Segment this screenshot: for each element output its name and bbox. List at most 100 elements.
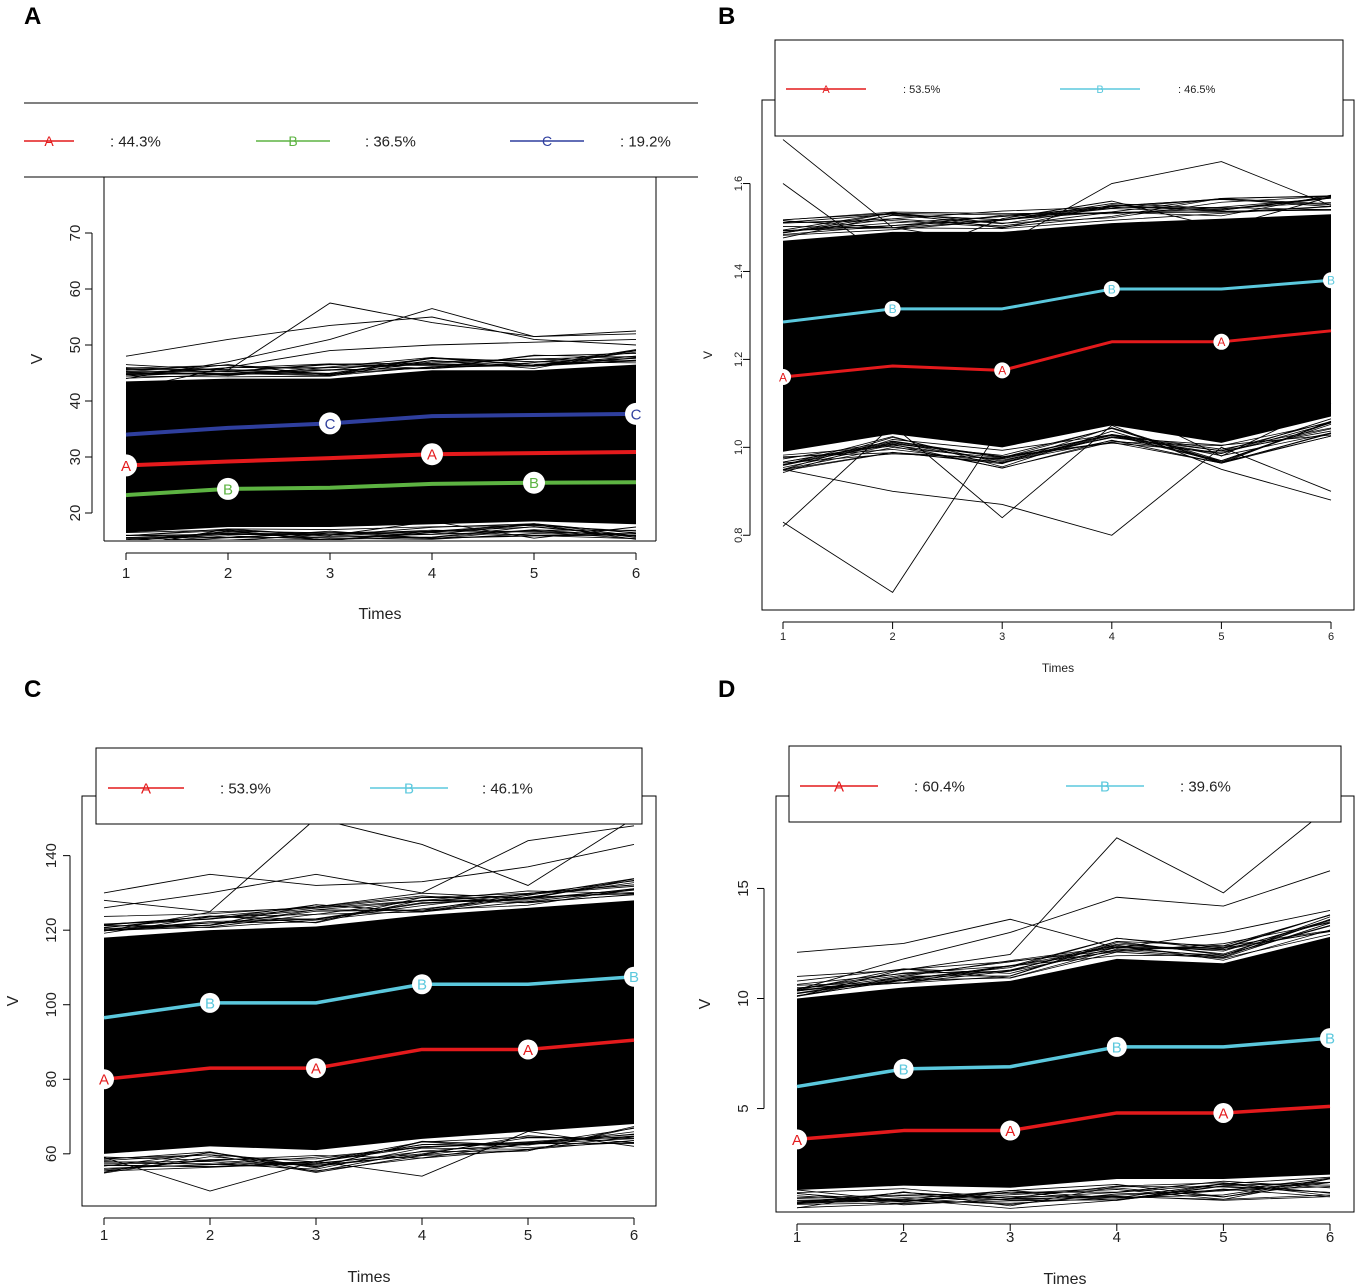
trajectory-band <box>783 214 1331 452</box>
legend-box <box>774 39 1344 137</box>
series-marker <box>1323 272 1339 289</box>
series-marker <box>994 362 1011 379</box>
legend-marker-label: A <box>834 778 844 795</box>
legend-marker-label: A <box>822 84 830 96</box>
trajectory-line <box>103 879 635 932</box>
trajectory-band <box>797 936 1330 1190</box>
series-line-a <box>125 449 637 468</box>
outlier-trajectory <box>782 446 1332 536</box>
outlier-trajectory <box>103 825 635 909</box>
x-tick-label: 4 <box>418 1227 426 1244</box>
legend-share-label: : 44.3% <box>110 133 161 150</box>
trajectory-line <box>782 202 1332 236</box>
trajectory-line <box>796 920 1331 989</box>
series-marker-label: A <box>1217 335 1225 349</box>
trajectory-line <box>796 922 1331 997</box>
trajectory-line <box>796 1178 1331 1204</box>
trajectory-line <box>125 356 637 377</box>
trajectory-band <box>104 900 634 1154</box>
outlier-trajectory <box>125 308 637 380</box>
series-line-b <box>103 975 635 1020</box>
trajectory-line <box>103 1136 635 1170</box>
trajectory-line <box>138 529 637 540</box>
series-marker-label: B <box>629 969 639 986</box>
plot-area <box>103 817 635 1192</box>
y-axis-title: V <box>5 995 22 1006</box>
legend-share-label: : 46.1% <box>482 780 533 797</box>
series-line-b <box>782 278 1332 324</box>
x-tick-label: 5 <box>1219 1229 1227 1246</box>
series-marker <box>217 477 239 500</box>
series-marker <box>625 402 647 425</box>
trajectory-line <box>103 1135 635 1174</box>
trajectory-line <box>103 1142 635 1172</box>
x-tick-label: 1 <box>780 631 786 643</box>
legend-marker-label: B <box>288 133 297 149</box>
series-line-a <box>796 1104 1331 1142</box>
y-tick-label: 1.6 <box>733 176 745 191</box>
y-tick-label: 120 <box>43 918 60 943</box>
legend-share-label: : 36.5% <box>365 133 416 150</box>
trajectory-line <box>782 432 1332 466</box>
trajectory-line <box>796 925 1331 990</box>
trajectory-line <box>782 422 1332 469</box>
series-marker <box>1213 1102 1234 1123</box>
y-tick-label: 60 <box>43 1145 60 1162</box>
outlier-trajectory <box>103 1130 635 1192</box>
series-marker-label: A <box>427 447 437 464</box>
trajectory-line <box>125 351 637 377</box>
panel-letter: C <box>24 676 41 703</box>
x-tick-label: 6 <box>1326 1229 1334 1246</box>
trajectory-line <box>103 889 635 932</box>
series-marker-label: B <box>889 302 897 316</box>
trajectory-line <box>125 530 637 538</box>
series-marker-label: B <box>417 977 427 994</box>
trajectory-line <box>125 349 637 375</box>
x-tick-label: 2 <box>890 631 896 643</box>
series-line-a <box>782 329 1332 379</box>
x-axis-title: Times <box>1044 1271 1087 1288</box>
y-tick-label: 1.2 <box>733 352 745 367</box>
outlier-trajectory <box>103 817 635 913</box>
series-line-c <box>125 411 637 437</box>
panel-letter: D <box>718 676 735 703</box>
legend-marker-label: B <box>1100 778 1110 795</box>
series-marker <box>306 1058 326 1079</box>
trajectory-line <box>125 353 637 375</box>
outlier-trajectory <box>125 316 637 357</box>
series-marker <box>775 368 791 385</box>
x-axis-title: Times <box>359 606 402 623</box>
series-marker-label: A <box>998 364 1006 378</box>
legend-marker-label: A <box>44 133 54 149</box>
trajectory-line <box>796 930 1331 990</box>
y-tick-label: 60 <box>67 281 84 298</box>
series-marker <box>115 454 137 477</box>
series-marker-label: C <box>631 406 642 423</box>
legend-marker-label: B <box>404 780 414 797</box>
legend-share-label: : 19.2% <box>620 133 671 150</box>
series-marker <box>421 443 443 466</box>
trajectory-line <box>796 930 1331 997</box>
panel-b-chart: 1 2 3 4 5 6 Times 0.8 1.0 1.2 1.4 1.6 V A A A B B B A: 53.5… <box>701 39 1355 675</box>
trajectory-band <box>126 364 636 533</box>
trajectory-line <box>796 929 1331 991</box>
legend-marker-label: C <box>542 133 552 149</box>
trajectory-line <box>162 523 637 540</box>
y-axis-title: V <box>697 998 714 1009</box>
trajectory-line <box>103 1135 635 1168</box>
outlier-trajectory <box>796 910 1331 953</box>
trajectory-line <box>125 357 637 375</box>
series-marker-label: A <box>121 458 131 475</box>
y-tick-label: 20 <box>67 505 84 522</box>
trajectory-line <box>782 434 1332 472</box>
legend-box <box>788 745 1342 823</box>
y-tick-label: 100 <box>43 992 60 1017</box>
y-tick-label: 1.4 <box>733 264 745 279</box>
legend-marker-label: B <box>1096 84 1103 96</box>
legend-share-label: : 39.6% <box>1180 778 1231 795</box>
trajectory-line <box>103 1138 635 1166</box>
series-marker <box>200 992 220 1013</box>
plot-area <box>125 302 637 540</box>
panel-c-chart: 1 2 3 4 5 6 Times 60 80 100 120 140 V A A A B B B A: 53.9% B… <box>5 747 657 1286</box>
series-marker-label: B <box>223 481 233 498</box>
